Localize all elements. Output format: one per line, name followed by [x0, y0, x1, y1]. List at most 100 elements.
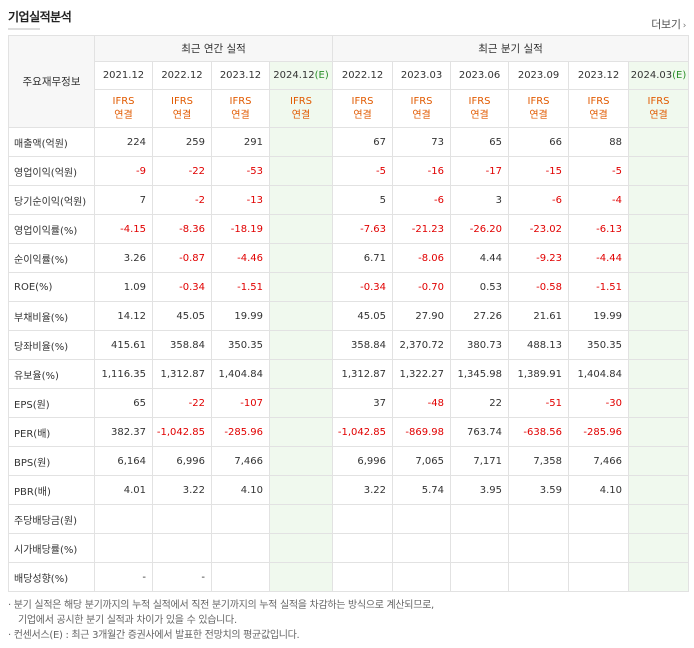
table-cell — [628, 359, 690, 389]
table-cell: -1.51 — [568, 272, 630, 302]
table-cell: -869.98 — [392, 417, 452, 447]
consolidated-label: 연결 — [589, 109, 608, 121]
table-cell: -13 — [211, 185, 270, 215]
accounting-standard: IFRS 연결 — [94, 89, 153, 128]
table-cell: -53 — [211, 156, 270, 186]
table-cell: 3.26 — [94, 243, 153, 273]
table-row: 영업이익률(%) -4.15 -8.36 -18.19 -7.63 -21.23 -26.2… — [8, 214, 690, 244]
table-cell — [268, 185, 334, 215]
table-cell — [628, 417, 690, 447]
table-row: 영업이익(억원) -9 -22 -53 -5 -16 -17 -15 -5 — [8, 156, 690, 186]
table-cell: -1,042.85 — [332, 417, 394, 447]
estimate-mark: (E) — [672, 70, 687, 81]
chevron-right-icon[interactable]: › — [682, 21, 687, 31]
table-cell: -638.56 — [508, 417, 570, 447]
table-cell: 3.22 — [152, 475, 212, 505]
table-cell — [450, 504, 510, 534]
row-header: 주요재무정보 — [8, 35, 95, 128]
row-label: 매출액(억원) — [8, 127, 95, 157]
table-cell — [628, 301, 690, 331]
period-label: 2023.09 — [517, 70, 560, 81]
table-cell — [152, 504, 212, 534]
table-cell: 6,996 — [152, 446, 212, 476]
table-cell: 7 — [94, 185, 153, 215]
table-cell: -4.44 — [568, 243, 630, 273]
accounting-standard: IFRS 연결 — [268, 89, 334, 128]
period-label: 2024.12 — [273, 70, 315, 81]
table-cell: -22 — [152, 388, 212, 418]
table-cell: 7,171 — [450, 446, 510, 476]
table-cell: 1,404.84 — [211, 359, 270, 389]
table-cell — [268, 272, 334, 302]
table-cell — [268, 446, 334, 476]
table-cell: 7,466 — [211, 446, 270, 476]
table-cell — [508, 504, 570, 534]
table-cell: -26.20 — [450, 214, 510, 244]
table-row: 유보율(%) 1,116.35 1,312.87 1,404.84 1,312.87 1,… — [8, 359, 690, 389]
table-cell — [268, 214, 334, 244]
table-cell — [628, 504, 690, 534]
table-cell — [211, 533, 270, 563]
table-cell: 37 — [332, 388, 394, 418]
table-cell — [332, 504, 394, 534]
row-label: PER(배) — [8, 417, 95, 447]
table-cell — [450, 533, 510, 563]
period-header: 2023.03 — [392, 61, 452, 90]
table-cell — [94, 504, 153, 534]
table-cell: -18.19 — [211, 214, 270, 244]
table-cell: -0.70 — [392, 272, 452, 302]
table-cell: 3.22 — [332, 475, 394, 505]
row-label: 시가배당률(%) — [8, 533, 95, 563]
table-cell: 1,312.87 — [332, 359, 394, 389]
table-cell: 19.99 — [211, 301, 270, 331]
table-row: 배당성향(%) - - — [8, 562, 690, 592]
table-cell: 4.01 — [94, 475, 153, 505]
table-cell — [152, 533, 212, 563]
table-row: ROE(%) 1.09 -0.34 -1.51 -0.34 -0.70 0.53 -0.58-… — [8, 272, 690, 302]
table-cell — [628, 127, 690, 157]
table-cell — [392, 562, 452, 592]
row-label: BPS(원) — [8, 446, 95, 476]
table-cell: 291 — [211, 127, 270, 157]
table-row: PER(배) 382.37 -1,042.85 -285.96 -1,042.85 -86… — [8, 417, 690, 447]
table-row: 매출액(억원) 224 259 291 67 73 65 66 88 — [8, 127, 690, 157]
table-cell: -16 — [392, 156, 452, 186]
table-cell: - — [152, 562, 212, 592]
table-cell — [568, 533, 630, 563]
table-cell — [211, 562, 270, 592]
table-cell: -15 — [508, 156, 570, 186]
table-cell: 350.35 — [211, 330, 270, 360]
period-header: 2024.12(E) — [268, 61, 334, 90]
table-cell: 3 — [450, 185, 510, 215]
table-cell: -0.58 — [508, 272, 570, 302]
row-label: ROE(%) — [8, 272, 95, 302]
accounting-standard: IFRS 연결 — [332, 89, 394, 128]
table-cell: 259 — [152, 127, 212, 157]
table-row: 당좌비율(%) 415.61 358.84 350.35 358.84 2,370.72 3… — [8, 330, 690, 360]
more-link[interactable]: 더보기 › — [651, 16, 686, 32]
table-cell: -285.96 — [211, 417, 270, 447]
table-cell: 1.09 — [94, 272, 153, 302]
period-label: 2024.03 — [630, 70, 673, 81]
table-cell: 88 — [568, 127, 630, 157]
table-cell: -0.87 — [152, 243, 212, 273]
section-title: 기업실적분석 — [8, 10, 72, 24]
ifrs-label: IFRS — [290, 95, 312, 107]
table-cell: -30 — [568, 388, 630, 418]
footnote-1: · 분기 실적은 해당 분기까지의 누적 실적에서 직전 분기까지의 누적 실적… — [8, 600, 434, 611]
table-cell: 380.73 — [450, 330, 510, 360]
table-cell: 358.84 — [332, 330, 394, 360]
consolidated-label: 연결 — [353, 109, 372, 121]
table-cell: -7.63 — [332, 214, 394, 244]
table-cell: 1,322.27 — [392, 359, 452, 389]
table-cell: 65 — [94, 388, 153, 418]
table-cell: 45.05 — [332, 301, 394, 331]
more-label[interactable]: 더보기 — [651, 18, 681, 31]
table-cell: 763.74 — [450, 417, 510, 447]
table-cell: -1.51 — [211, 272, 270, 302]
period-header: 2023.06 — [450, 61, 510, 90]
consolidated-label: 연결 — [231, 109, 250, 121]
table-cell: 6,164 — [94, 446, 153, 476]
consolidated-label: 연결 — [470, 109, 489, 121]
table-cell: 358.84 — [152, 330, 212, 360]
